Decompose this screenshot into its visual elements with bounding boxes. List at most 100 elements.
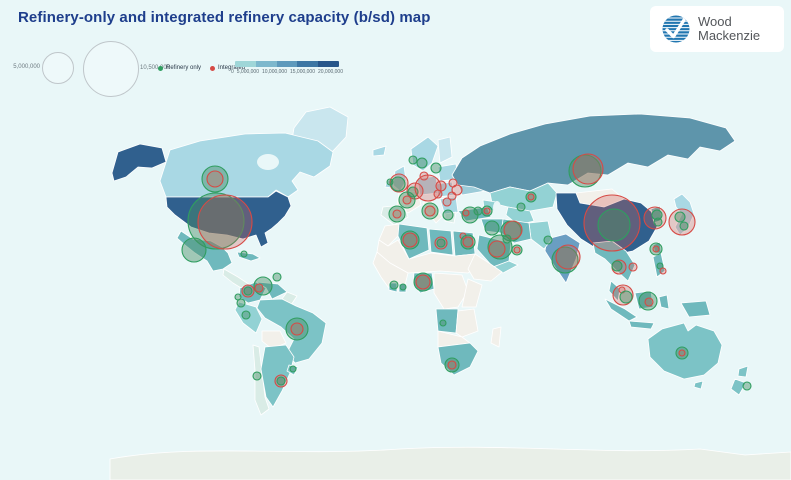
color-scale-tick: 20,000,000 (317, 69, 343, 75)
bubble-spain-refinery-only[interactable] (388, 205, 406, 223)
bubble-iraq-refinery-only[interactable] (484, 220, 500, 236)
bubble-brazil-refinery-only[interactable] (285, 317, 309, 341)
bubble-indonesia-integrated[interactable] (644, 297, 654, 307)
bubble-balkans-integrated[interactable] (442, 197, 452, 207)
bubble-argentina-refinery-only[interactable] (276, 376, 286, 386)
bubble-taiwan-refinery-only[interactable] (649, 242, 663, 256)
caspian-sea (493, 201, 501, 215)
bubble-south-korea-integrated[interactable] (643, 206, 667, 230)
bubble-china-refinery-only[interactable] (597, 208, 631, 242)
country-norway-sweden (410, 136, 439, 172)
legend-dot-icon (210, 65, 216, 71)
bubble-malaysia-refinery-only[interactable] (619, 290, 633, 304)
bubble-azerbaijan-integrated[interactable] (483, 207, 491, 215)
black-sea (462, 198, 478, 206)
bubble-kazakhstan-integrated[interactable] (527, 193, 535, 201)
legend-item-integrated[interactable]: Integrated (210, 65, 245, 71)
bubble-indonesia-refinery-only[interactable] (638, 291, 658, 311)
bubble-italy-integrated[interactable] (424, 205, 436, 217)
woodmac-logo-text: Wood Mackenzie (698, 15, 760, 43)
bubble-france-refinery-only[interactable] (398, 191, 416, 209)
bubble-india-integrated[interactable] (555, 244, 581, 270)
country-papua (680, 300, 711, 318)
bubble-belarus-integrated[interactable] (448, 178, 458, 188)
bubble-south-africa-integrated[interactable] (447, 360, 457, 370)
bubble-trinidad-refinery-only[interactable] (272, 272, 282, 282)
bubble-canada-refinery-only[interactable] (201, 165, 229, 193)
bubble-russia-integrated[interactable] (572, 153, 604, 185)
woodmac-logo: Wood Mackenzie (650, 6, 784, 52)
bubble-sweden-refinery-only[interactable] (416, 157, 428, 169)
country-iceland (372, 145, 387, 157)
bubble-venezuela-integrated[interactable] (254, 283, 264, 293)
bubble-japan-refinery-only[interactable] (679, 221, 689, 231)
color-scale-tick: 0 (231, 69, 234, 75)
country-sulawesi (658, 294, 670, 310)
bubble-south-africa-refinery-only[interactable] (444, 357, 460, 373)
bubble-peru-refinery-only[interactable] (236, 298, 246, 308)
bubble-greece-refinery-only[interactable] (442, 209, 454, 221)
color-scale-segment (318, 61, 339, 67)
bubble-united-kingdom-refinery-only[interactable] (390, 176, 406, 192)
bubble-new-zealand-refinery-only[interactable] (742, 381, 752, 391)
bubble-australia-refinery-only[interactable] (675, 346, 689, 360)
bubble-turkey-refinery-only[interactable] (473, 206, 483, 216)
country-morocco (378, 223, 400, 247)
bubble-south-korea-refinery-only[interactable] (653, 217, 663, 227)
bubble-uruguay-refinery-only[interactable] (289, 365, 297, 373)
bubble-saudi-arabia-integrated[interactable] (488, 240, 506, 258)
country-antarctica (109, 446, 791, 480)
bubble-austria-integrated[interactable] (433, 189, 443, 199)
legend-label: Integrated (218, 65, 246, 71)
bubble-uae-integrated[interactable] (513, 246, 521, 254)
bubble-japan-refinery-only[interactable] (674, 211, 686, 223)
bubble-kuwait-refinery-only[interactable] (502, 234, 512, 244)
bubble-taiwan-integrated[interactable] (652, 245, 660, 253)
bubble-turkey-integrated[interactable] (462, 209, 470, 217)
bubble-spain-integrated[interactable] (392, 209, 402, 219)
antarctica-layer (109, 446, 791, 480)
bubble-philippines-integrated[interactable] (659, 267, 667, 275)
bubble-pakistan-refinery-only[interactable] (543, 235, 553, 245)
bubble-ghana-refinery-only[interactable] (399, 283, 407, 291)
country-madagascar (490, 326, 502, 348)
bubble-canada-integrated[interactable] (206, 170, 224, 188)
country-libya (428, 228, 454, 256)
bubble-iran-integrated[interactable] (503, 220, 523, 240)
bubble-philippines-refinery-only[interactable] (656, 262, 664, 270)
bubble-australia-integrated[interactable] (678, 349, 686, 357)
bubble-nigeria-integrated[interactable] (415, 274, 431, 290)
color-scale-segment (235, 61, 256, 67)
bubble-mexico-refinery-only[interactable] (181, 237, 207, 263)
bubble-vietnam-integrated[interactable] (628, 262, 638, 272)
bubble-ireland-refinery-only[interactable] (386, 178, 394, 186)
series-legend: Refinery only Integrated (158, 65, 245, 71)
bubble-france-integrated[interactable] (402, 195, 412, 205)
country-java (628, 320, 655, 330)
bubble-algeria-integrated[interactable] (402, 232, 418, 248)
bubble-norway-refinery-only[interactable] (408, 155, 418, 165)
bubble-chile-refinery-only[interactable] (252, 371, 262, 381)
bubble-egypt-integrated[interactable] (462, 236, 474, 248)
bubble-cuba-refinery-only[interactable] (240, 250, 248, 258)
bubble-uzbekistan-refinery-only[interactable] (516, 202, 526, 212)
bubble-colombia-refinery-only[interactable] (243, 286, 253, 296)
bubble-india-refinery-only[interactable] (551, 246, 579, 274)
legend-item-refinery-only[interactable]: Refinery only (158, 65, 201, 71)
bubble-ivory-coast-refinery-only[interactable] (389, 280, 399, 290)
bubble-malaysia-integrated[interactable] (612, 284, 634, 306)
bubble-peru-refinery-only[interactable] (241, 310, 251, 320)
bubble-brazil-integrated[interactable] (290, 322, 304, 336)
bubble-algeria-refinery-only[interactable] (400, 230, 420, 250)
bubble-libya-refinery-only[interactable] (436, 238, 446, 248)
bubble-usa-integrated[interactable] (197, 194, 253, 250)
bubble-thailand-refinery-only[interactable] (611, 260, 623, 272)
bubble-south-korea-refinery-only[interactable] (651, 209, 663, 221)
bubble-angola-refinery-only[interactable] (439, 319, 447, 327)
bubble-nigeria-refinery-only[interactable] (413, 272, 433, 292)
bubble-israel-integrated[interactable] (459, 232, 467, 240)
bubble-china-integrated[interactable] (583, 194, 641, 252)
bubble-italy-refinery-only[interactable] (421, 202, 439, 220)
bubble-finland-refinery-only[interactable] (430, 162, 442, 174)
